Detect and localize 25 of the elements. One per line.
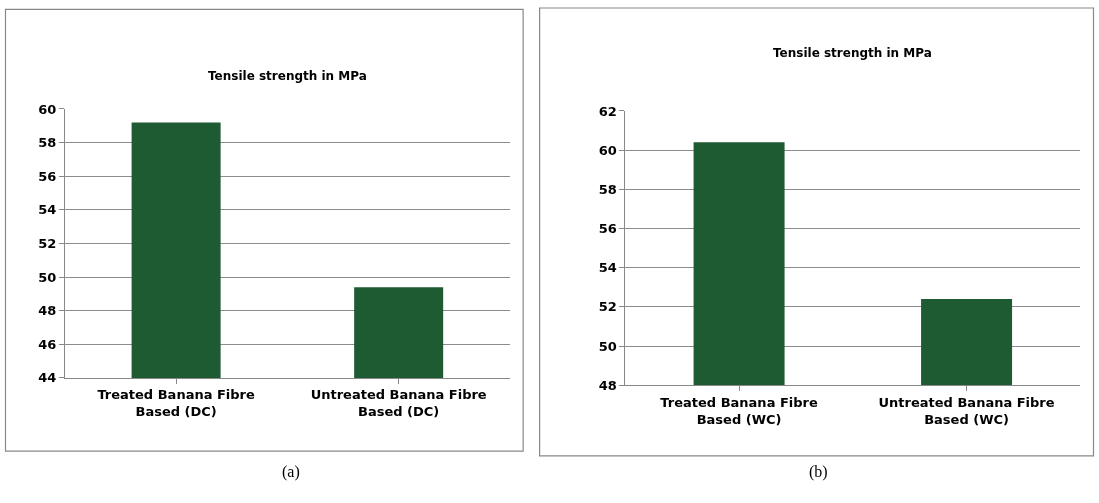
y-tick-label: 48 xyxy=(38,303,57,319)
y-tick-label: 50 xyxy=(598,338,617,354)
y-tick-label: 54 xyxy=(598,260,617,276)
y-tick-label: 46 xyxy=(38,336,57,352)
y-tick-label: 48 xyxy=(598,377,617,393)
x-tick-label: Treated Banana Fibre Based (WC) xyxy=(660,394,818,427)
chart-title: Tensile strength in MPa xyxy=(773,46,932,60)
x-tick-label: Treated Banana Fibre Based (DC) xyxy=(97,387,256,420)
y-tick-label: 62 xyxy=(598,103,617,119)
y-tick-label: 50 xyxy=(38,269,57,285)
y-tick-label: 52 xyxy=(598,299,617,315)
text: (b) xyxy=(809,463,828,481)
x-tick-label: Untreated Banana Fibre Based (DC) xyxy=(310,387,487,420)
y-tick-label: 60 xyxy=(38,101,57,117)
y-tick-label: 60 xyxy=(598,142,617,158)
y-tick-label: 54 xyxy=(38,202,57,218)
y-tick-label: 58 xyxy=(598,181,617,197)
y-tick-label: 58 xyxy=(38,135,57,151)
y-tick-label: 56 xyxy=(38,168,57,184)
x-tick-label: Untreated Banana Fibre Based (WC) xyxy=(878,394,1055,427)
chart-title: Tensile strength in MPa xyxy=(208,69,367,83)
text: (a) xyxy=(282,463,300,481)
y-tick-label: 52 xyxy=(38,235,57,251)
y-tick-label: 44 xyxy=(38,370,57,386)
y-tick-label: 56 xyxy=(598,221,617,237)
